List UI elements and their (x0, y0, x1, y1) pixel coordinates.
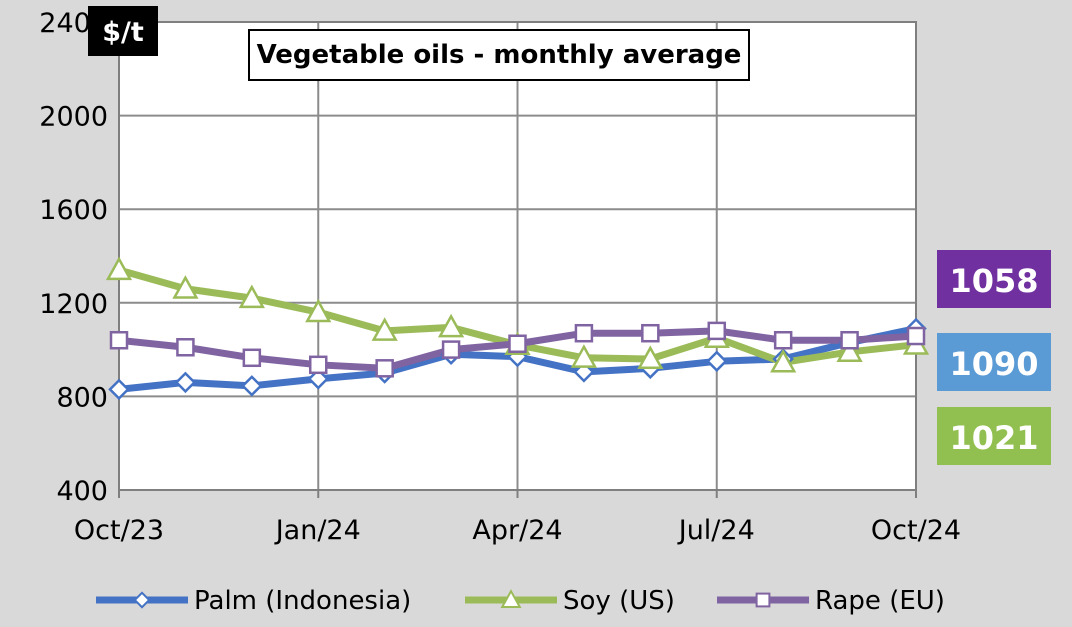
legend-marker (755, 592, 771, 608)
legend-label: Palm (Indonesia) (194, 586, 411, 616)
last-value-label: 1058 (949, 262, 1038, 300)
data-point (441, 340, 461, 359)
y-tick-label: 1200 (39, 289, 108, 320)
x-tick-label: Jan/24 (274, 515, 361, 546)
x-tick-label: Jul/24 (677, 515, 755, 546)
data-point (707, 321, 726, 341)
data-point (574, 323, 594, 343)
legend-label: Soy (US) (563, 586, 675, 616)
legend-marker (500, 589, 522, 609)
legend: Palm (Indonesia) Soy (US) Rape (EU) (96, 586, 945, 616)
last-value-label: 1090 (949, 345, 1038, 383)
data-point (108, 378, 130, 401)
data-point (242, 348, 262, 368)
legend-marker (133, 591, 151, 609)
data-point (641, 323, 660, 343)
x-tick-label: Oct/24 (871, 515, 961, 546)
x-tick-label: Apr/24 (472, 515, 562, 546)
data-point (570, 344, 598, 368)
data-point (770, 348, 797, 373)
data-point (508, 334, 527, 353)
data-point (307, 368, 330, 390)
data-point (241, 375, 263, 397)
y-axis-unit: $/t (102, 17, 144, 48)
data-point (375, 359, 394, 378)
y-tick-label: 400 (56, 476, 108, 507)
data-point (705, 350, 728, 373)
data-point (176, 338, 195, 357)
series-lines (105, 256, 930, 401)
last-value-badges: 1058 1090 1021 (937, 250, 1051, 465)
data-point (371, 317, 398, 341)
unit-label-box (88, 6, 158, 56)
data-point (174, 371, 197, 394)
y-tick-label: 2000 (39, 102, 108, 133)
y-tick-label: 800 (56, 382, 108, 413)
data-point (906, 326, 926, 346)
data-point (773, 330, 793, 350)
data-point (105, 256, 133, 281)
y-tick-label: 1600 (39, 195, 108, 226)
last-value-label: 1021 (949, 419, 1038, 457)
data-point (238, 284, 265, 309)
data-point (437, 313, 465, 338)
data-point (840, 330, 859, 350)
x-axis-ticks: Oct/23 Jan/24 Apr/24 Jul/24 Oct/24 (74, 490, 961, 546)
data-point (309, 355, 328, 375)
data-point (637, 345, 664, 370)
data-point (109, 330, 129, 350)
last-value-badge (937, 407, 1051, 465)
chart-title: Vegetable oils - monthly average (257, 40, 742, 70)
data-point (836, 338, 863, 362)
legend-label: Rape (EU) (815, 586, 945, 616)
data-point (172, 275, 199, 299)
data-point (305, 298, 332, 323)
title-box (248, 29, 750, 81)
last-value-badge (937, 333, 1051, 391)
x-tick-label: Oct/23 (74, 515, 164, 546)
last-value-badge (937, 250, 1051, 308)
